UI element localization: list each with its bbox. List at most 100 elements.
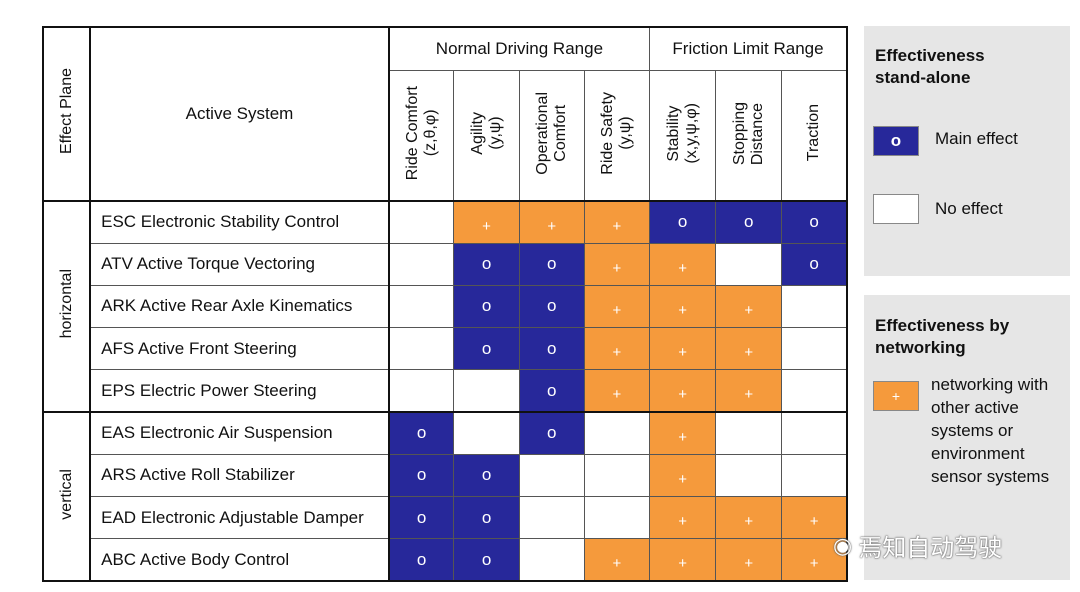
no-effect-cell [781, 411, 848, 455]
networking-effect-cell: + [583, 369, 651, 413]
main-effect-cell: o [518, 411, 585, 455]
no-effect-cell [388, 369, 455, 413]
friction-limit-range-header: Friction Limit Range [649, 26, 848, 72]
no-effect-cell [583, 411, 651, 455]
no-effect-cell [388, 327, 455, 371]
main-effect-cell: o [518, 242, 585, 286]
system-name: ABC Active Body Control [89, 538, 390, 582]
no-effect-cell [388, 242, 455, 286]
no-effect-cell [388, 284, 455, 329]
networking-effect-cell: + [715, 284, 783, 329]
system-name: ARS Active Roll Stabilizer [89, 453, 390, 497]
networking-effect-cell: + [583, 200, 651, 244]
networking-effect-cell: + [781, 538, 848, 582]
main-effect-cell: o [453, 284, 520, 329]
networking-effect-cell: + [583, 242, 651, 286]
system-name: EPS Electric Power Steering [89, 369, 390, 413]
system-name: EAD Electronic Adjustable Damper [89, 495, 390, 540]
no-effect-swatch [873, 194, 919, 224]
system-name: ESC Electronic Stability Control [89, 200, 390, 244]
networking-effect-cell: + [583, 327, 651, 371]
column-header: Agility (y,ψ) [453, 70, 520, 202]
networking-effect-cell: + [583, 284, 651, 329]
column-header: Stability (x,y,ψ,φ) [648, 70, 717, 202]
column-header-label: Stability (x,y,ψ,φ) [664, 102, 700, 164]
networking-effect-cell: + [715, 495, 783, 540]
watermark: ◉ 焉知自动驾驶 [833, 528, 1002, 563]
networking-label: networking with other active systems or … [931, 375, 1050, 486]
active-system-header: Active System [89, 26, 390, 202]
main-effect-cell: o [453, 453, 520, 497]
networking-effect-cell: + [648, 327, 717, 371]
no-effect-cell [388, 200, 455, 244]
column-header-label: Ride Safety (y,ψ) [598, 91, 634, 175]
no-effect-cell [715, 242, 783, 286]
column-header: Ride Safety (y,ψ) [583, 70, 651, 202]
column-header-label: Agility (y,ψ) [468, 111, 504, 155]
main-effect-cell: o [781, 242, 848, 286]
effect-plane-vertical: vertical [42, 411, 92, 582]
column-header-label: Ride Comfort (z,θ,φ) [403, 85, 439, 181]
wechat-icon: ◉ [833, 532, 853, 558]
table-row: vertical EAS Electronic Air Suspension o o + [42, 411, 848, 582]
main-effect-cell: o [648, 200, 717, 244]
main-effect-cell: o [518, 369, 585, 413]
column-header-label: Traction [805, 104, 823, 162]
system-name: ARK Active Rear Axle Kinematics [89, 284, 390, 329]
networking-swatch: + [873, 381, 919, 411]
main-effect-cell: o [453, 538, 520, 582]
watermark-text: 焉知自动驾驶 [858, 535, 1003, 562]
no-effect-cell [715, 411, 783, 455]
main-effect-cell: o [453, 327, 520, 371]
effect-plane-header: Effect Plane [42, 26, 92, 202]
no-effect-cell [518, 495, 585, 540]
no-effect-cell [583, 495, 651, 540]
networking-effect-cell: + [648, 284, 717, 329]
main-effect-cell: o [518, 284, 585, 329]
networking-effect-cell: + [583, 538, 651, 582]
networking-effect-cell: + [648, 411, 717, 455]
no-effect-cell [781, 369, 848, 413]
effect-plane-horizontal: horizontal [42, 200, 92, 414]
networking-effect-cell: + [648, 495, 717, 540]
main-effect-cell: o [453, 242, 520, 286]
table-row: horizontal ESC Electronic Stability Contr… [42, 200, 848, 414]
networking-effect-cell: + [648, 369, 717, 413]
no-effect-cell [781, 327, 848, 371]
no-effect-cell [453, 411, 520, 455]
column-header: Stopping Distance [715, 70, 783, 202]
networking-effect-cell: + [781, 495, 848, 540]
effect-plane-label: Effect Plane [57, 68, 75, 155]
normal-driving-range-header: Normal Driving Range [388, 26, 650, 72]
main-effect-cell: o [453, 495, 520, 540]
system-name: EAS Electronic Air Suspension [89, 411, 390, 455]
system-name: ATV Active Torque Vectoring [89, 242, 390, 286]
main-effect-cell: o [715, 200, 783, 244]
no-effect-label: No effect [935, 199, 1003, 218]
no-effect-cell [781, 453, 848, 497]
main-effect-cell: o [388, 495, 455, 540]
networking-effect-cell: + [518, 200, 585, 244]
table-row: EAD Electronic Adjustable Damper o o + + + [43, 495, 848, 540]
main-effect-cell: o [388, 411, 455, 455]
networking-effect-cell: + [648, 538, 717, 582]
networking-effect-cell: + [715, 369, 783, 413]
main-effect-label: Main effect [935, 129, 1018, 148]
legend-networking: Effectiveness by networking + networking… [864, 295, 1070, 580]
main-effect-cell: o [781, 200, 848, 244]
no-effect-cell [518, 538, 585, 582]
main-effect-cell: o [388, 538, 455, 582]
system-name: AFS Active Front Steering [89, 327, 390, 371]
table-row: ARK Active Rear Axle Kinematics o o + + + [43, 284, 848, 329]
no-effect-cell [583, 453, 651, 497]
networking-effect-cell: + [715, 327, 783, 371]
no-effect-cell [781, 284, 848, 329]
table-row: AFS Active Front Steering o o + + + [43, 327, 848, 371]
table-row: EPS Electric Power Steering o + + + [43, 369, 848, 413]
main-effect-swatch: o [873, 126, 919, 156]
column-header: Ride Comfort (z,θ,φ) [388, 70, 455, 202]
networking-effect-cell: + [648, 453, 717, 497]
column-header: Operational Comfort [518, 70, 585, 202]
no-effect-cell [453, 369, 520, 413]
effectiveness-matrix: Effect Plane Active System Normal Drivin… [42, 26, 848, 582]
